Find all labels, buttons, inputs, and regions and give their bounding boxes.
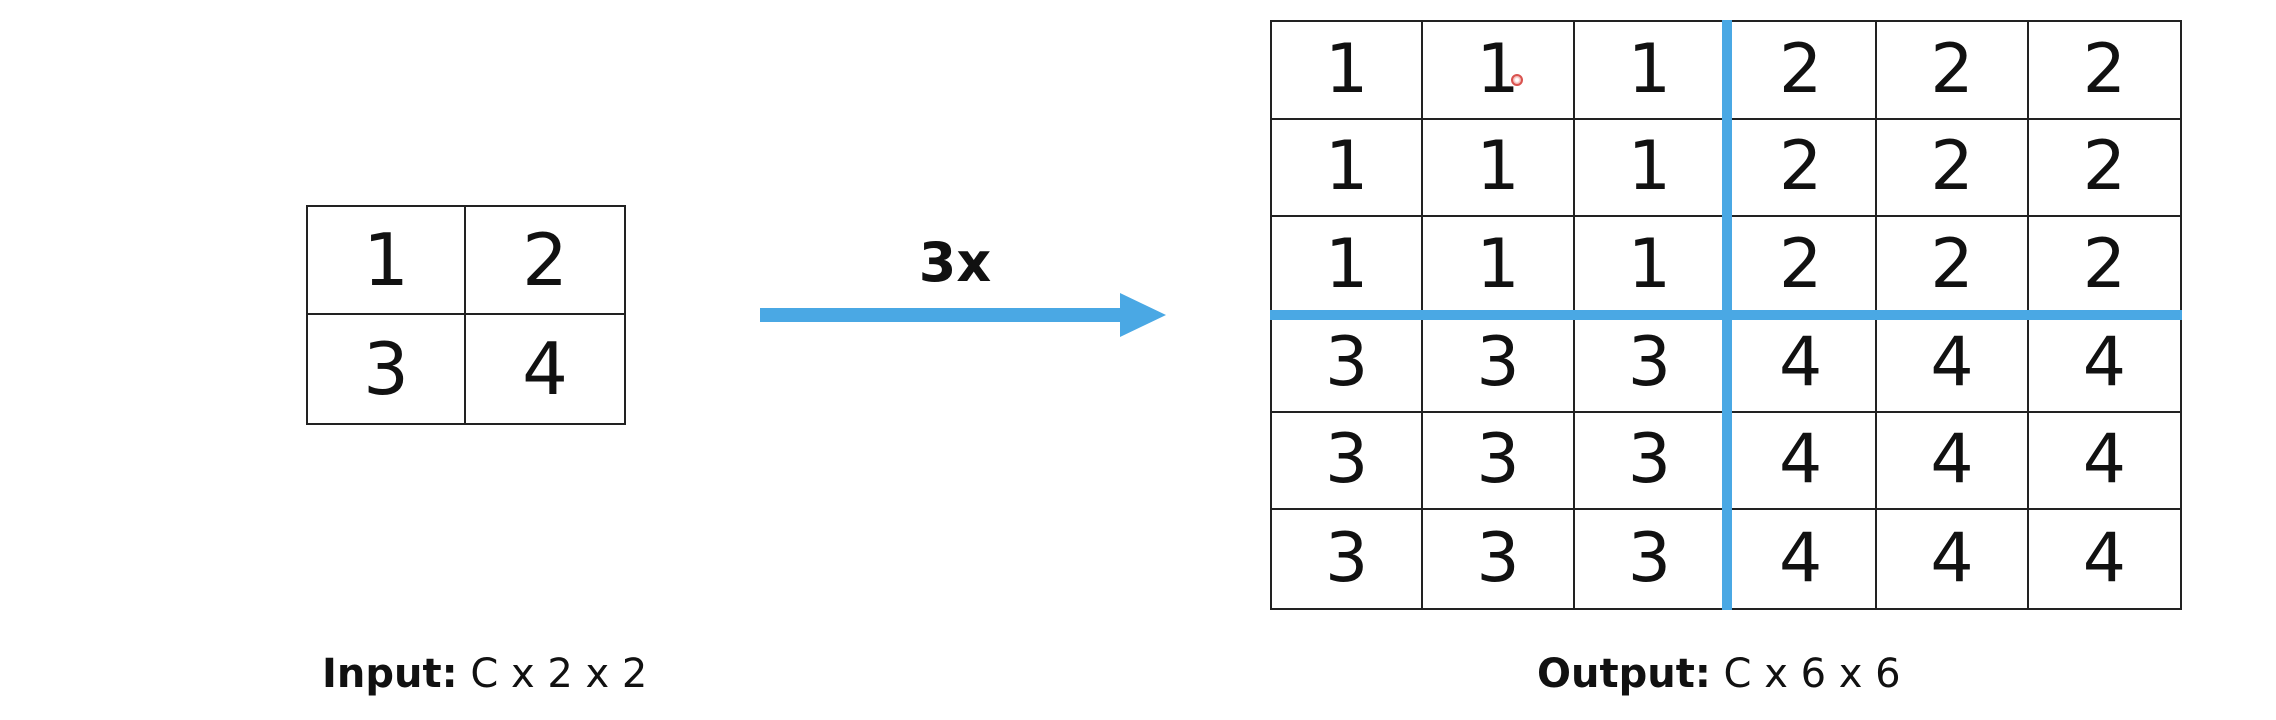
output-cell: 3: [1423, 314, 1575, 413]
scale-factor-label: 3x: [918, 231, 992, 294]
output-cell: 3: [1272, 510, 1424, 608]
output-cell: 4: [1877, 412, 2029, 511]
output-cell: 4: [2028, 315, 2180, 413]
cursor-indicator: [1511, 74, 1523, 86]
output-cell: 1: [1423, 217, 1575, 315]
arrow-shaft: [760, 308, 1130, 322]
output-cell: 3: [1423, 412, 1575, 511]
output-cell: 1: [1423, 119, 1575, 218]
output-cell: 2: [1725, 22, 1878, 120]
input-caption-label: Input:: [322, 651, 458, 697]
output-cell: 3: [1574, 412, 1726, 511]
output-cell: 3: [1272, 314, 1424, 413]
output-cell: 2: [1725, 217, 1878, 315]
upsample-arrow: 3x: [760, 231, 1170, 337]
output-cell: 2: [2028, 120, 2180, 218]
output-caption: Output: C x 6 x 6: [1537, 654, 1901, 694]
output-cell: 4: [2028, 413, 2180, 511]
output-cell: 3: [1575, 510, 1726, 608]
output-cell: 1: [1574, 22, 1726, 120]
output-cell: 1: [1272, 22, 1424, 120]
output-cell: 2: [1877, 217, 2029, 315]
output-cell: 4: [1726, 510, 1878, 608]
output-cell: 4: [2082, 519, 2126, 599]
output-cell: 2: [2028, 217, 2180, 315]
output-caption-value: C x 6 x 6: [1723, 651, 1901, 697]
output-cell: 1: [1574, 119, 1726, 218]
arrow-head: [1120, 293, 1166, 337]
input-cell: 3: [308, 315, 466, 423]
output-cell: 1: [1272, 119, 1424, 218]
output-cell: 1: [1574, 217, 1726, 315]
input-caption-value: C x 2 x 2: [470, 651, 648, 697]
output-cell: 2: [1877, 119, 2029, 218]
output-cell: 3: [1574, 314, 1726, 413]
input-cell: 1: [308, 207, 466, 315]
output-cell: 3: [1423, 510, 1575, 608]
output-cell: 2: [1877, 22, 2029, 120]
output-cell: 4: [1725, 314, 1878, 413]
output-cell: 2: [2028, 22, 2180, 120]
output-cell: 2: [1725, 119, 1878, 218]
output-caption-label: Output:: [1537, 651, 1711, 697]
block-divider-horizontal: [1270, 310, 2182, 320]
input-cell: 4: [522, 327, 568, 411]
input-caption: Input: C x 2 x 2: [322, 654, 647, 694]
output-cell: 4: [1877, 314, 2029, 413]
output-cell: 3: [1272, 412, 1424, 511]
output-cell: 1: [1272, 217, 1424, 315]
output-cell: 1: [1423, 22, 1575, 120]
output-cell: 4: [1877, 510, 2029, 608]
output-cell: 4: [1725, 412, 1878, 511]
input-cell: 2: [466, 207, 624, 315]
